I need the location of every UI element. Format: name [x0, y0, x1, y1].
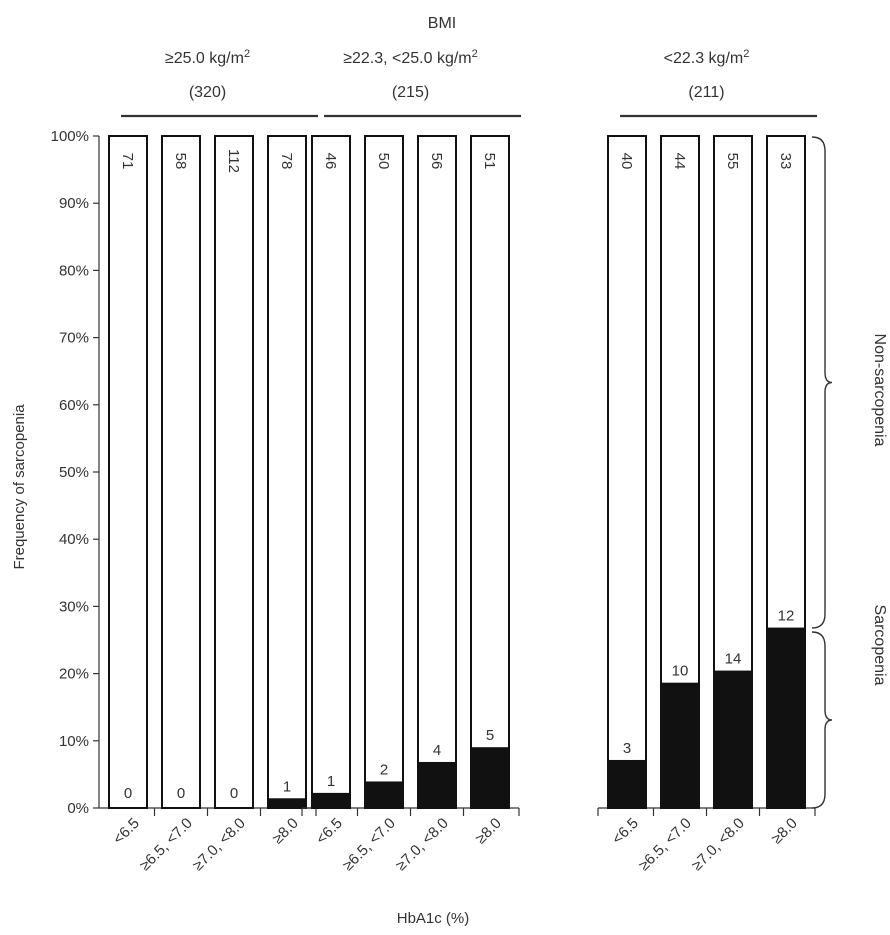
group-label: ≥22.3, <25.0 kg/m2: [343, 48, 478, 67]
x-category-label: ≥7.0, <8.0: [189, 815, 248, 874]
y-tick-label: 80%: [59, 262, 89, 279]
x-category-label: <6.5: [313, 815, 346, 848]
data-label-non-sarcopenia: 44: [671, 153, 688, 170]
x-category-label: <6.5: [609, 815, 642, 848]
brace-label-sarcopenia: Sarcopenia: [871, 605, 888, 686]
data-label-sarcopenia: 1: [283, 778, 291, 795]
y-tick-label: 90%: [59, 195, 89, 212]
bar-non-sarcopenia: [311, 135, 351, 809]
bar-non-sarcopenia: [607, 135, 647, 809]
bar-sarcopenia: [267, 798, 307, 809]
data-label-non-sarcopenia: 58: [172, 153, 189, 170]
x-category-label: ≥7.0, <8.0: [392, 815, 451, 874]
bar-sarcopenia: [470, 747, 510, 810]
group-count: (320): [189, 84, 226, 101]
data-label-sarcopenia: 4: [433, 742, 441, 759]
chart-title: BMI: [428, 15, 456, 32]
brace-sarcopenia: [811, 631, 833, 809]
data-label-sarcopenia: 10: [672, 663, 689, 680]
data-label-non-sarcopenia: 40: [618, 153, 635, 170]
bar-sarcopenia: [364, 781, 404, 809]
bar-sarcopenia: [311, 792, 351, 809]
group-count: (215): [392, 84, 429, 101]
x-category-label: ≥6.5, <7.0: [339, 815, 398, 874]
bar-non-sarcopenia: [364, 135, 404, 809]
x-category-label: ≥6.5, <7.0: [635, 815, 694, 874]
y-tick-label: 50%: [59, 464, 89, 481]
bar-non-sarcopenia: [214, 135, 254, 809]
x-category-label: ≥8.0: [269, 815, 302, 848]
data-label-sarcopenia: 3: [623, 740, 631, 757]
group-label-superscript: 2: [472, 48, 478, 60]
data-label-sarcopenia: 2: [380, 761, 388, 778]
x-category-label: ≥8.0: [472, 815, 505, 848]
y-tick-label: 100%: [51, 128, 89, 145]
group-label-superscript: 2: [244, 48, 250, 60]
data-label-non-sarcopenia: 55: [724, 153, 741, 170]
bar-sarcopenia: [713, 670, 753, 809]
bar-non-sarcopenia: [108, 135, 148, 809]
y-tick-label: 20%: [59, 666, 89, 683]
data-label-sarcopenia: 0: [177, 785, 185, 802]
y-tick-label: 0%: [67, 800, 89, 817]
data-label-sarcopenia: 0: [124, 785, 132, 802]
brace-non-sarcopenia: [811, 136, 833, 629]
y-axis-title: Frequency of sarcopenia: [11, 404, 28, 570]
bar-non-sarcopenia: [417, 135, 457, 809]
data-label-sarcopenia: 0: [230, 785, 238, 802]
y-tick-label: 40%: [59, 531, 89, 548]
data-label-sarcopenia: 14: [725, 651, 742, 668]
bar-non-sarcopenia: [161, 135, 201, 809]
group-label-superscript: 2: [743, 48, 749, 60]
y-tick-label: 60%: [59, 397, 89, 414]
bar-sarcopenia: [417, 761, 457, 810]
group-label: <22.3 kg/m2: [664, 48, 750, 67]
x-category-label: <6.5: [110, 815, 143, 848]
plot-area: 0% 10% 20% 30% 40% 50% 60% 70% 80% 90% 100% ≥25.0 k…: [51, 48, 833, 874]
data-label-sarcopenia: 1: [327, 773, 335, 790]
group-label: ≥25.0 kg/m2: [165, 48, 250, 67]
data-label-non-sarcopenia: 56: [428, 153, 445, 170]
x-axis-title: HbA1c (%): [397, 910, 470, 927]
data-label-non-sarcopenia: 71: [119, 153, 136, 170]
bar-sarcopenia: [660, 682, 700, 809]
y-tick-label: 10%: [59, 733, 89, 750]
group-count: (211): [688, 84, 724, 101]
y-tick-label: 70%: [59, 330, 89, 347]
data-label-non-sarcopenia: 50: [375, 153, 392, 170]
x-category-label: ≥6.5, <7.0: [136, 815, 195, 874]
data-label-sarcopenia: 12: [778, 608, 795, 625]
bar-sarcopenia: [607, 759, 647, 810]
bar-non-sarcopenia: [267, 135, 307, 809]
bar-non-sarcopenia: [470, 135, 510, 809]
data-label-non-sarcopenia: 78: [278, 153, 295, 170]
data-label-non-sarcopenia: 112: [225, 149, 242, 173]
data-label-non-sarcopenia: 51: [481, 153, 498, 170]
brace-label-non-sarcopenia: Non-sarcopenia: [871, 334, 888, 447]
data-label-sarcopenia: 5: [486, 727, 494, 744]
data-label-non-sarcopenia: 46: [322, 153, 339, 170]
y-tick-label: 30%: [59, 598, 89, 615]
x-category-label: ≥7.0, <8.0: [688, 815, 747, 874]
data-label-non-sarcopenia: 33: [777, 153, 794, 170]
x-category-label: ≥8.0: [768, 815, 801, 848]
bar-sarcopenia: [766, 627, 806, 809]
